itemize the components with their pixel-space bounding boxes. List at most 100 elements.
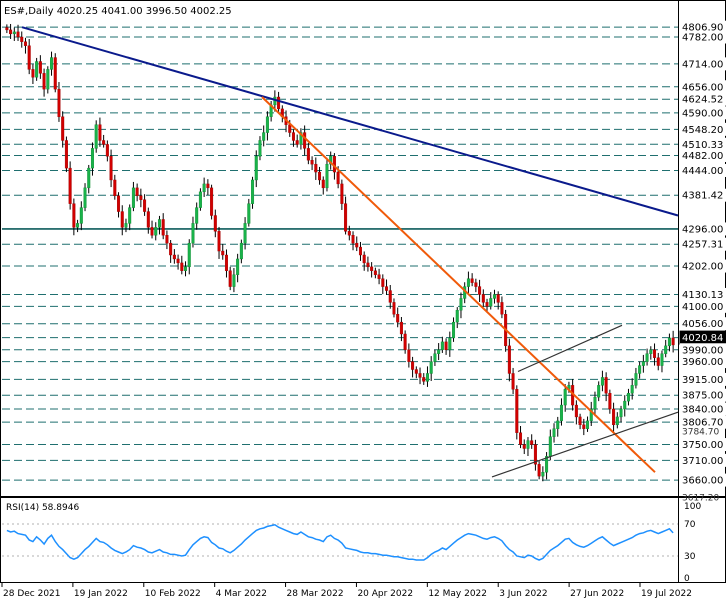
candle-down — [9, 29, 13, 35]
price-label-box — [680, 148, 726, 162]
candle-down — [161, 219, 165, 236]
candle-down — [414, 369, 418, 374]
candle-up — [124, 223, 128, 228]
candle-up — [552, 428, 556, 437]
candle-up — [87, 167, 91, 189]
price-label-box — [680, 343, 726, 357]
candle-down — [500, 302, 504, 315]
price-label-box — [680, 137, 726, 151]
price-level-label: 3915.00 — [682, 375, 723, 386]
rsi-tick-label: 70 — [684, 520, 696, 530]
price-level-label: 4202.00 — [682, 262, 723, 273]
candle-down — [109, 156, 113, 181]
price-axis-extra-label: 3617.20 — [682, 494, 719, 504]
candle-down — [656, 357, 660, 366]
candle-down — [135, 187, 139, 196]
candle-up — [429, 361, 433, 374]
candle-down — [481, 294, 485, 303]
candle-down — [522, 444, 526, 449]
candle-down — [373, 270, 377, 275]
candle-down — [295, 140, 299, 145]
candle-up — [191, 223, 195, 244]
candle-up — [236, 258, 240, 275]
candle-down — [533, 444, 537, 465]
candle-down — [306, 148, 310, 161]
price-level-label: 3990.00 — [682, 345, 723, 356]
candle-down — [377, 274, 381, 279]
candle-down — [537, 464, 541, 477]
price-label-box — [680, 317, 726, 331]
price-label-box — [680, 287, 726, 301]
price-label-box — [680, 438, 726, 452]
candle-up — [35, 61, 39, 78]
candle-up — [615, 416, 619, 426]
rsi-label: RSI(14) 58.8946 — [6, 503, 79, 513]
candle-down — [206, 183, 210, 189]
long-term-downtrend-line — [21, 26, 679, 217]
price-label-box — [680, 188, 726, 202]
date-tick-label: 28 Mar 2022 — [287, 589, 344, 599]
candle-down — [370, 266, 374, 271]
candle-down — [221, 250, 225, 256]
price-label-box — [680, 259, 726, 273]
candle-down — [314, 163, 318, 173]
candle-up — [489, 298, 493, 307]
date-tick-label: 10 Feb 2022 — [145, 589, 201, 599]
candle-down — [224, 254, 228, 271]
price-label-box — [680, 473, 726, 487]
price-label-box — [680, 80, 726, 94]
candle-down — [358, 246, 362, 256]
candle-up — [466, 278, 470, 287]
candle-up — [187, 242, 191, 268]
candle-up — [448, 337, 452, 350]
candle-down — [403, 333, 407, 350]
candle-down — [169, 242, 173, 256]
candle-up — [556, 420, 560, 429]
rsi-line — [6, 524, 674, 561]
price-level-label: 4714.00 — [682, 59, 723, 70]
price-level-label: 3875.00 — [682, 391, 723, 402]
date-tick-label: 28 Dec 2021 — [3, 589, 61, 599]
price-level-label: 4130.13 — [682, 290, 723, 301]
channel-lower-line — [491, 411, 679, 478]
candle-up — [195, 207, 199, 224]
candle-up — [433, 353, 437, 362]
candle-down — [582, 424, 586, 429]
price-level-label: 3660.00 — [682, 476, 723, 487]
candle-down — [396, 314, 400, 323]
price-label-box — [680, 453, 726, 467]
price-level-label: 4100.00 — [682, 302, 723, 313]
candle-down — [351, 235, 355, 244]
candle-up — [452, 321, 456, 339]
candle-down — [485, 302, 489, 307]
price-label-box — [680, 355, 726, 369]
candle-down — [291, 132, 295, 141]
price-level-label: 3750.00 — [682, 440, 723, 451]
price-label-box — [680, 237, 726, 251]
price-level-label: 4381.42 — [682, 191, 723, 202]
candle-up — [262, 132, 266, 141]
price-level-label: 3960.00 — [682, 357, 723, 368]
price-label-box — [680, 92, 726, 106]
candle-down — [42, 73, 46, 90]
candle-up — [251, 179, 255, 204]
candle-down — [336, 171, 340, 185]
candle-up — [638, 365, 642, 374]
date-tick-label: 20 Apr 2022 — [357, 589, 413, 599]
candle-down — [355, 242, 359, 248]
price-label-box — [680, 388, 726, 402]
candle-down — [578, 416, 582, 426]
candle-up — [198, 191, 202, 208]
candle-up — [128, 207, 132, 224]
candle-down — [27, 45, 31, 70]
price-level-label: 4590.00 — [682, 108, 723, 119]
candle-up — [634, 373, 638, 386]
candle-down — [139, 195, 143, 200]
candle-up — [243, 223, 247, 244]
candle-up — [202, 183, 206, 193]
candle-down — [23, 41, 27, 46]
candle-down — [180, 262, 184, 271]
rsi-tick-label: 30 — [684, 552, 696, 562]
candle-down — [381, 278, 385, 287]
